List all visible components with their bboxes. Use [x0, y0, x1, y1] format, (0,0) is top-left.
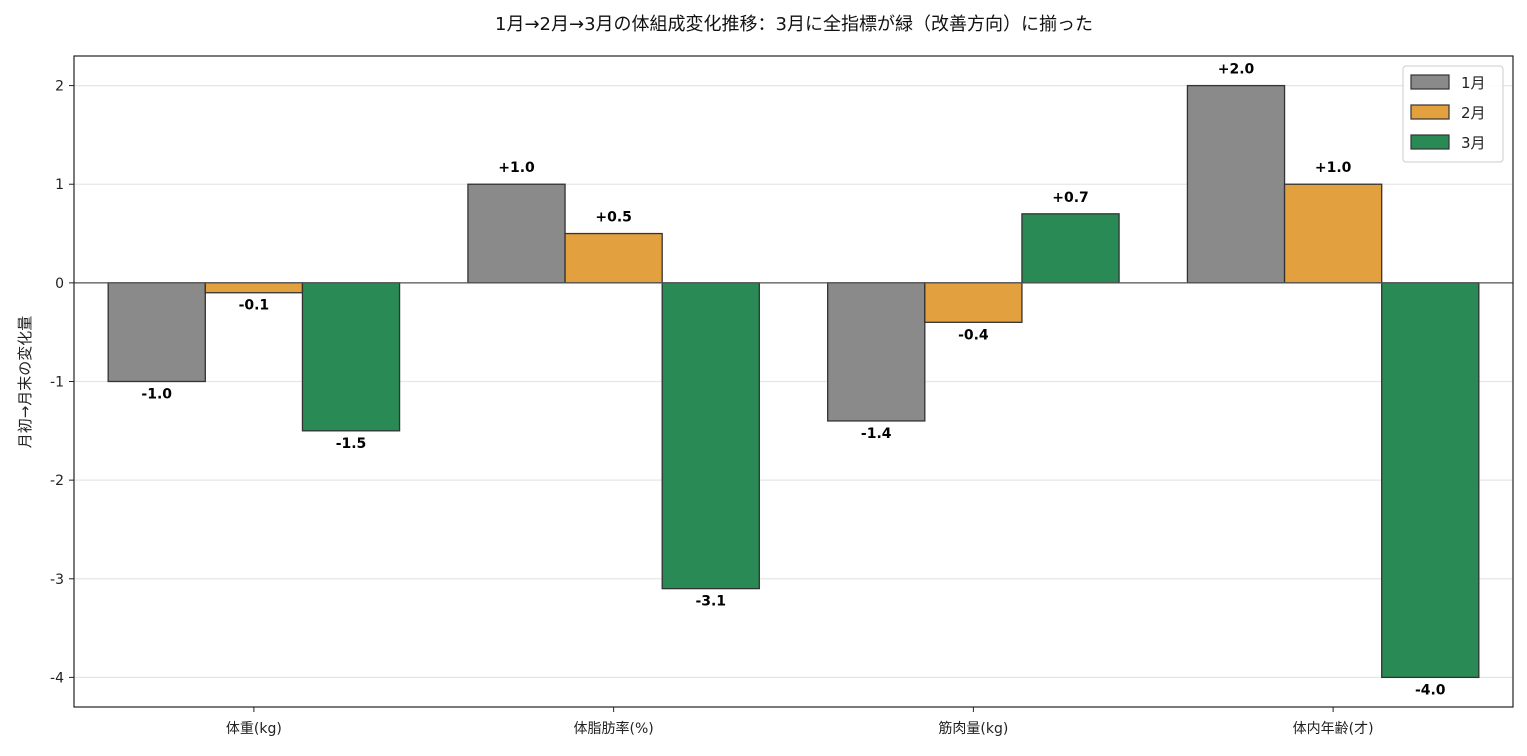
data-label: +1.0: [498, 160, 535, 176]
bars: [107, 84, 1480, 679]
x-tick-label: 体脂肪率(%): [574, 720, 654, 737]
y-tick-label: 2: [55, 79, 64, 95]
data-label: -1.0: [141, 387, 172, 403]
legend-entry: 1月: [1461, 74, 1486, 92]
legend-entry: 2月: [1461, 104, 1486, 122]
bar: [661, 282, 760, 590]
y-tick-label: 1: [55, 177, 64, 193]
data-label: +2.0: [1218, 62, 1255, 78]
x-tick-label: 体重(kg): [226, 721, 282, 737]
y-tick-label: -2: [50, 473, 64, 489]
data-label: +0.5: [595, 210, 632, 226]
bar: [564, 232, 663, 284]
y-tick-label: -1: [50, 375, 64, 391]
legend-entry: 3月: [1461, 134, 1486, 152]
grid-lines: [74, 84, 1513, 679]
x-tick-label: 体内年齢(才): [1293, 721, 1374, 737]
bar: [301, 282, 401, 432]
axes: 2 1 0 -1 -2 -3 -4 体重(kg) 体脂肪率(%) 筋肉量(kg) 体内年齢(才): [50, 55, 1514, 737]
data-labels: -1.0 -0.1 -1.5 +1.0 +0.5 -3.1 -1.4 -0.4 +0.7 +2.0…: [141, 62, 1445, 699]
y-tick-label: -3: [50, 572, 64, 588]
legend-swatch: [1410, 104, 1450, 120]
bar: [1283, 183, 1383, 284]
bar: [924, 282, 1023, 323]
chart-title: 1月→2月→3月の体組成変化推移：3月に全指標が緑（改善方向）に揃った: [495, 14, 1093, 35]
data-label: -1.4: [861, 426, 892, 442]
y-tick-label: -4: [50, 670, 64, 686]
bar: [107, 282, 206, 383]
bar: [467, 183, 566, 284]
data-label: -4.0: [1415, 682, 1446, 698]
data-label: -0.1: [239, 298, 270, 314]
bar: [827, 282, 926, 422]
y-axis-label: 月初→月末の変化量: [16, 316, 34, 449]
data-label: -1.5: [336, 436, 367, 452]
bar: [1381, 282, 1480, 679]
legend-swatch: [1410, 74, 1450, 90]
x-tick-label: 筋肉量(kg): [938, 720, 1008, 737]
data-label: +0.7: [1052, 190, 1089, 206]
plot-frame: [73, 55, 1514, 708]
legend: 1月 2月 3月: [1402, 65, 1504, 163]
bar: [204, 282, 304, 294]
legend-swatch: [1410, 134, 1450, 150]
bar: [1021, 213, 1120, 284]
data-label: -3.1: [695, 594, 726, 610]
data-label: -0.4: [958, 327, 989, 343]
y-tick-label: 0: [55, 276, 64, 292]
data-label: +1.0: [1315, 160, 1352, 176]
bar: [1186, 84, 1286, 284]
